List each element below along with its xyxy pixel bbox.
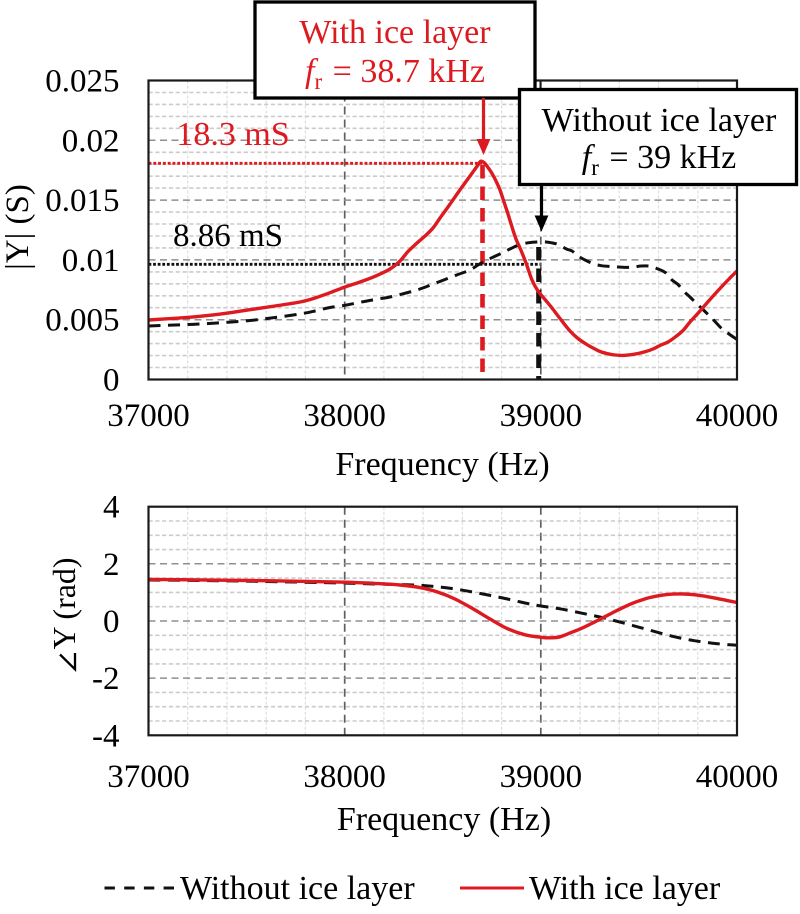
svg-text:40000: 40000 (696, 759, 779, 795)
svg-text:|Y| (S): |Y| (S) (0, 184, 36, 270)
svg-text:0.02: 0.02 (62, 123, 120, 159)
svg-text:Y (rad): Y (rad) (46, 557, 82, 649)
svg-text:0: 0 (103, 604, 120, 640)
svg-text:18.3 mS: 18.3 mS (176, 116, 289, 153)
svg-text:0.01: 0.01 (62, 243, 120, 279)
svg-text:40000: 40000 (696, 398, 779, 434)
svg-text:38000: 38000 (303, 759, 386, 795)
svg-text:Without ice layer: Without ice layer (542, 102, 777, 139)
svg-text:39000: 39000 (500, 759, 583, 795)
svg-text:38000: 38000 (303, 398, 386, 434)
svg-text:4: 4 (103, 490, 120, 526)
svg-text:fr = 39 kHz: fr = 39 kHz (582, 139, 736, 180)
svg-text:With ice layer: With ice layer (529, 870, 721, 907)
svg-text:-2: -2 (92, 661, 120, 697)
svg-text:2: 2 (103, 547, 120, 583)
svg-text:8.86 mS: 8.86 mS (173, 218, 283, 254)
svg-text:0: 0 (103, 363, 120, 399)
svg-text:Without ice layer: Without ice layer (180, 870, 415, 907)
svg-text:0.015: 0.015 (45, 183, 119, 219)
svg-text:0.025: 0.025 (45, 64, 119, 100)
svg-text:-4: -4 (92, 718, 120, 754)
svg-text:With ice layer: With ice layer (299, 14, 491, 51)
svg-text:39000: 39000 (500, 398, 583, 434)
svg-text:fr = 38.7 kHz: fr = 38.7 kHz (305, 53, 485, 94)
svg-text:37000: 37000 (107, 759, 190, 795)
svg-text:0.005: 0.005 (45, 303, 119, 339)
svg-text:Frequency (Hz): Frequency (Hz) (337, 801, 551, 838)
svg-text:37000: 37000 (107, 398, 190, 434)
svg-text:Frequency (Hz): Frequency (Hz) (335, 446, 549, 483)
